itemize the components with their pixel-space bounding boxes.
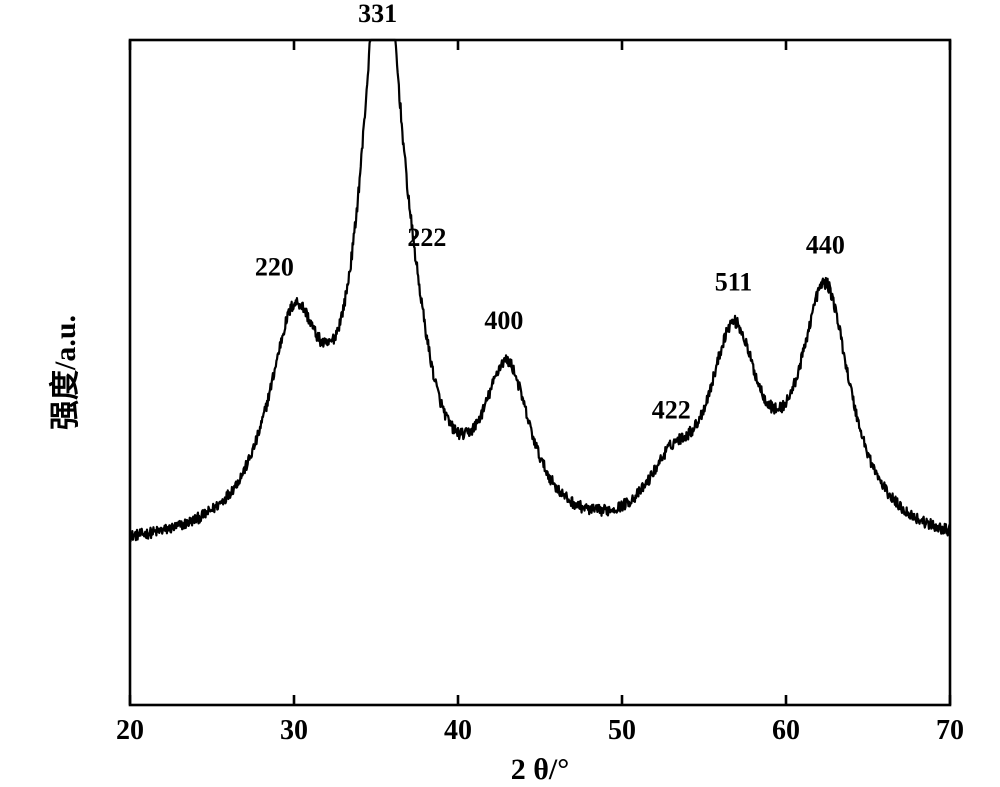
peak-label: 220 [255, 252, 294, 281]
peak-label: 511 [715, 267, 753, 296]
x-axis-label: 2 θ/° [511, 753, 570, 786]
peak-label: 222 [407, 223, 446, 252]
xrd-trace [130, 40, 950, 541]
x-tick-label: 50 [608, 715, 636, 746]
peak-label: 440 [806, 230, 845, 259]
x-tick-label: 30 [280, 715, 308, 746]
peak-label: 331 [358, 0, 397, 28]
plot-border [130, 40, 950, 705]
xrd-chart: 20 30 40 50 60 70 2 θ/° 强度/a.u. 220 331 222 400 422 5… [0, 0, 1000, 787]
x-tick-label: 60 [772, 715, 800, 746]
chart-svg: 20 30 40 50 60 70 2 θ/° 强度/a.u. 220 331 222 400 422 5… [0, 0, 1000, 787]
x-tick-label: 40 [444, 715, 472, 746]
y-axis-label: 强度/a.u. [49, 315, 82, 430]
x-tick-label: 70 [936, 715, 964, 746]
x-tick-label: 20 [116, 715, 144, 746]
peak-label: 400 [484, 306, 523, 335]
peak-label: 422 [652, 396, 691, 425]
